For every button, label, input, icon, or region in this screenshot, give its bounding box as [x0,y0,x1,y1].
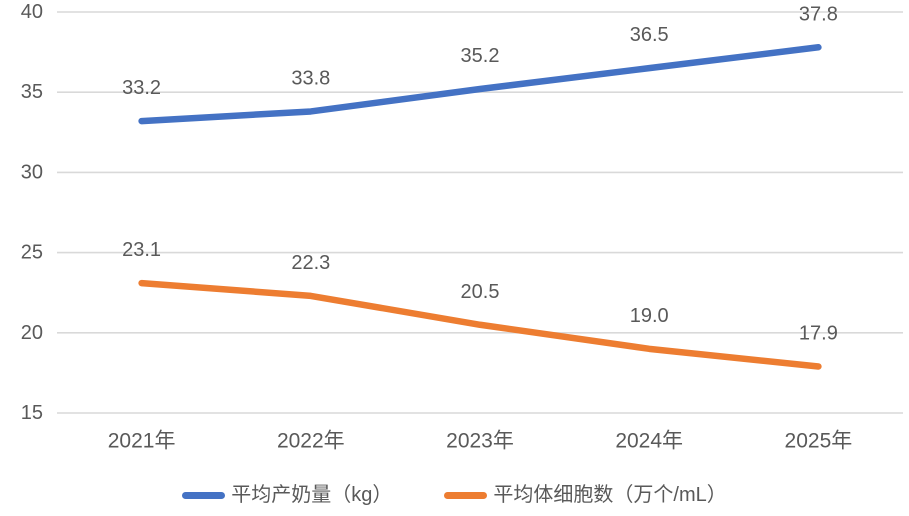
series-line-1 [138,279,822,370]
data-label-series1: 19.0 [630,305,669,327]
data-label-series0: 33.8 [291,67,330,89]
data-label-series0: 37.8 [799,3,838,25]
data-label-series1: 17.9 [799,322,838,344]
y-tick-label: 30 [21,161,43,183]
data-label-series1: 22.3 [291,252,330,274]
x-tick-label: 2022年 [277,430,345,453]
legend-swatch-somatic-cells [444,491,488,499]
x-tick-label: 2024年 [615,430,683,453]
y-tick-label: 25 [21,242,43,264]
x-tick-label: 2021年 [108,430,176,453]
series-line-0 [138,44,822,125]
y-tick-label: 35 [21,81,43,103]
chart-legend: 平均产奶量（kg） 平均体细胞数（万个/mL） [0,485,909,505]
y-tick-label: 15 [21,402,43,424]
y-tick-label: 40 [21,1,43,23]
legend-item-milk-yield: 平均产奶量（kg） [182,485,392,505]
legend-item-somatic-cells: 平均体细胞数（万个/mL） [444,484,727,506]
x-tick-label: 2025年 [785,430,853,453]
x-tick-label: 2023年 [446,430,514,453]
legend-label-somatic-cells: 平均体细胞数（万个/mL） [493,484,727,506]
y-tick-label: 20 [21,322,43,344]
data-label-series0: 33.2 [122,77,161,99]
data-label-series0: 35.2 [461,45,500,67]
data-label-series0: 36.5 [630,24,669,46]
data-label-series1: 23.1 [122,239,161,261]
data-label-series1: 20.5 [461,281,500,303]
legend-label-milk-yield: 平均产奶量（kg） [231,484,393,506]
legend-swatch-milk-yield [182,491,226,499]
